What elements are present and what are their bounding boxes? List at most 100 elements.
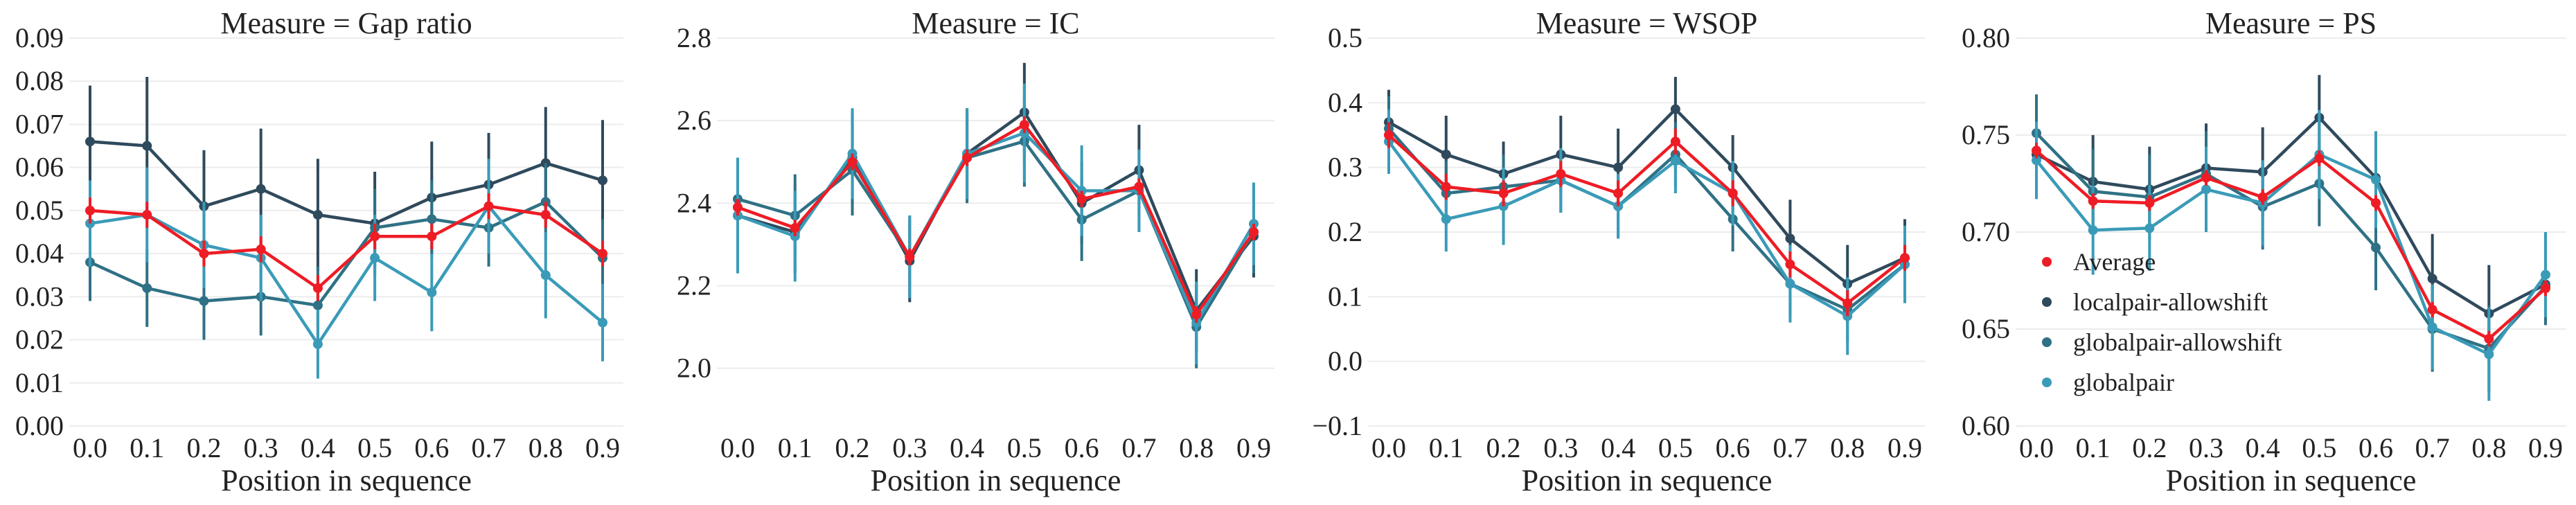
series-localpair-allowshift (85, 77, 607, 276)
series-line (1387, 107, 1906, 285)
x-tick-label: 0.5 (1658, 432, 1693, 463)
data-point (2371, 242, 2381, 253)
data-point (2427, 274, 2437, 284)
data-point (598, 175, 607, 186)
x-axis-label: Position in sequence (2166, 463, 2417, 497)
y-tick-label: 2.2 (677, 269, 711, 301)
x-tick-label: 0.5 (357, 432, 392, 463)
data-point (312, 283, 323, 293)
data-point (1785, 233, 1795, 244)
data-point (85, 205, 95, 215)
y-tick-label: 0.01 (15, 367, 64, 398)
y-tick-label: 0.00 (15, 410, 64, 441)
data-point (733, 202, 743, 213)
data-point (1498, 188, 1509, 198)
legend-label: Average (2073, 248, 2156, 276)
data-point (2371, 175, 2381, 185)
x-axis-label: Position in sequence (1522, 463, 1773, 497)
chart-title: Measure = IC (912, 6, 1079, 40)
series-line (1387, 140, 1906, 318)
x-tick-label: 0.0 (73, 432, 107, 463)
y-tick-label: 2.0 (677, 353, 711, 384)
data-point (483, 201, 494, 211)
legend-marker (2042, 297, 2052, 307)
legend-marker (2042, 378, 2052, 387)
series-globalpair (733, 83, 1259, 364)
x-tick-label: 0.5 (2302, 432, 2336, 463)
data-point (2484, 334, 2494, 344)
x-tick-label: 0.8 (1179, 432, 1214, 463)
data-point (2201, 172, 2211, 183)
data-point (540, 270, 551, 281)
series-globalpair-allowshift (733, 96, 1259, 369)
series-localpair-allowshift (2032, 75, 2550, 362)
series-line (1387, 134, 1906, 305)
data-point (312, 339, 323, 349)
y-tick-label: 0.80 (1962, 22, 2010, 53)
y-tick-label: 2.6 (677, 105, 711, 136)
data-point (2484, 349, 2494, 360)
series-line (89, 140, 603, 225)
series-line (89, 204, 604, 346)
data-point (142, 283, 152, 293)
data-point (256, 244, 266, 254)
series-Average (2032, 143, 2550, 347)
series-line (2035, 149, 2547, 341)
data-point (962, 152, 972, 163)
series-Average (85, 193, 607, 301)
data-point (1727, 188, 1738, 198)
data-point (790, 223, 800, 233)
data-point (1134, 181, 1144, 192)
chart-panel-2: Measure = IC 2.0 2.2 2.4 2.6 2.8 0.0 0.1 0.2 0.3 0… (677, 6, 1274, 497)
data-point (1613, 188, 1624, 198)
y-tick-label: 0.02 (15, 324, 64, 355)
y-tick-label: 2.4 (677, 187, 711, 218)
x-tick-label: 0.8 (1830, 432, 1865, 463)
chart-title: Measure = Gap ratio (220, 6, 472, 40)
data-point (1842, 298, 1853, 308)
series-localpair-allowshift (1384, 77, 1910, 323)
y-tick-label: 0.03 (15, 281, 64, 312)
data-point (427, 214, 437, 224)
x-tick-label: 0.5 (1007, 432, 1042, 463)
data-point (2088, 196, 2098, 206)
data-point (1556, 169, 1566, 179)
series-globalpair (2032, 109, 2550, 401)
x-tick-label: 0.6 (1065, 432, 1099, 463)
chart-panel-4: Measure = PS 0.60 0.65 0.70 0.75 0.80 0.0 0.1 0.… (1962, 6, 2566, 497)
data-point (2314, 153, 2325, 163)
x-tick-label: 0.2 (1486, 432, 1521, 463)
y-tick-label: 0.5 (1328, 22, 1362, 53)
series-line (89, 204, 604, 290)
y-tick-label: −0.1 (1312, 410, 1362, 441)
data-point (1613, 162, 1624, 172)
data-point (2427, 322, 2437, 333)
data-point (2427, 305, 2437, 314)
series-line (1387, 127, 1906, 312)
x-tick-label: 0.6 (414, 432, 449, 463)
data-point (1441, 181, 1451, 192)
y-tick-label: 0.2 (1328, 216, 1362, 247)
series-line (89, 200, 604, 308)
data-point (142, 141, 152, 151)
x-tick-label: 0.9 (585, 432, 620, 463)
legend-marker (2042, 337, 2052, 347)
x-tick-label: 0.3 (1543, 432, 1578, 463)
y-tick-label: 0.0 (1328, 346, 1362, 377)
y-tick-label: 2.8 (677, 22, 711, 53)
x-tick-label: 0.7 (2415, 432, 2450, 463)
y-tick-label: 0.07 (15, 108, 64, 139)
chart-title: Measure = PS (2205, 6, 2377, 40)
x-tick-label: 0.7 (1773, 432, 1807, 463)
x-tick-label: 0.3 (892, 432, 927, 463)
y-tick-label: 0.09 (15, 22, 64, 53)
x-tick-label: 0.4 (1601, 432, 1635, 463)
x-tick-label: 0.9 (1236, 432, 1271, 463)
legend: Average localpair-allowshift globalpair-al… (2042, 248, 2282, 396)
legend-label: localpair-allowshift (2073, 288, 2268, 316)
x-tick-label: 0.1 (1429, 432, 1464, 463)
x-tick-label: 0.3 (2189, 432, 2223, 463)
x-tick-label: 0.0 (2019, 432, 2054, 463)
x-tick-label: 0.9 (1887, 432, 1922, 463)
series-line (737, 123, 1255, 317)
